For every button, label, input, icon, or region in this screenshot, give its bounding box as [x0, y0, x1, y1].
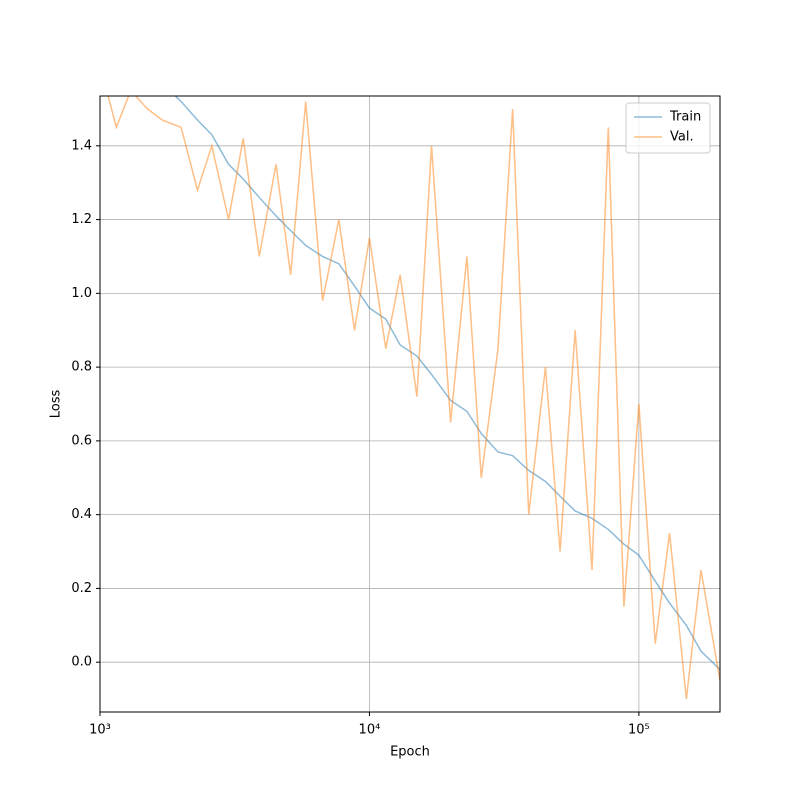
plot-area [107, 96, 720, 700]
y-tick-label: 0.2 [71, 581, 92, 596]
ticks: 0.0 0.2 0.4 0.6 0.8 1.0 1.2 1.4 10³ 10⁴ 10⁵ [71, 138, 649, 737]
legend-box [625, 102, 711, 154]
y-tick-label: 1.4 [71, 138, 92, 153]
x-tick-label: 10³ [89, 723, 111, 738]
x-axis-label: Epoch [390, 745, 430, 760]
y-tick-label: 0.6 [71, 433, 92, 448]
legend-label: Train [669, 110, 701, 125]
x-tick-label: 10⁴ [359, 723, 381, 738]
y-tick-label: 0.8 [71, 360, 92, 375]
y-tick-label: 1.2 [71, 212, 92, 227]
axes-frame [99, 95, 721, 713]
y-tick-label: 0.0 [71, 655, 92, 670]
y-axis-label: Loss [49, 390, 64, 419]
legend: Train Val. [625, 102, 711, 154]
y-tick-label: 1.0 [71, 286, 92, 301]
x-tick-label: 10⁵ [628, 723, 650, 738]
legend-label: Val. [670, 130, 694, 145]
y-tick-label: 0.4 [71, 507, 92, 522]
series-line [107, 96, 720, 700]
series-line [174, 96, 720, 671]
